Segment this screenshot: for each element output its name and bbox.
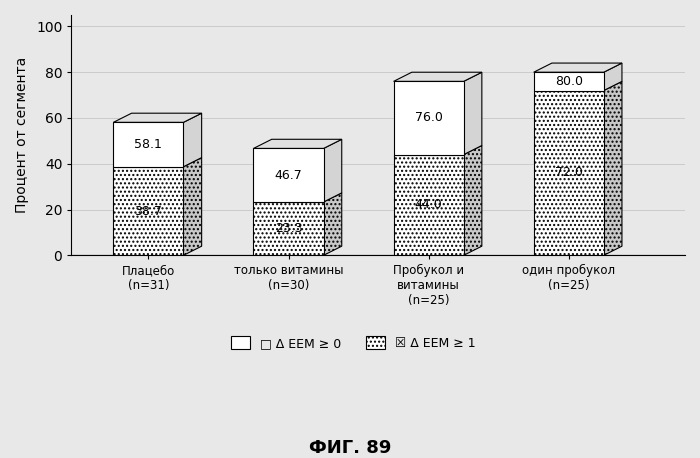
Polygon shape <box>463 72 482 155</box>
Polygon shape <box>113 167 183 255</box>
Polygon shape <box>533 91 603 255</box>
Polygon shape <box>533 63 622 72</box>
Polygon shape <box>393 155 463 255</box>
Text: 76.0: 76.0 <box>414 111 442 125</box>
Text: 44.0: 44.0 <box>414 198 442 212</box>
Text: 72.0: 72.0 <box>555 166 582 180</box>
Text: 80.0: 80.0 <box>554 75 582 88</box>
Polygon shape <box>113 113 202 122</box>
Polygon shape <box>533 72 603 91</box>
Text: 46.7: 46.7 <box>274 169 302 182</box>
Polygon shape <box>393 72 482 82</box>
Text: ФИГ. 89: ФИГ. 89 <box>309 439 391 458</box>
Text: 38.7: 38.7 <box>134 205 162 218</box>
Polygon shape <box>183 113 202 167</box>
Text: 23.3: 23.3 <box>274 222 302 235</box>
Y-axis label: Процент от сегмента: Процент от сегмента <box>15 57 29 213</box>
Polygon shape <box>113 122 183 167</box>
Polygon shape <box>253 202 323 255</box>
Legend: □ Δ EEM ≥ 0, ☒ Δ EEM ≥ 1: □ Δ EEM ≥ 0, ☒ Δ EEM ≥ 1 <box>232 336 476 350</box>
Polygon shape <box>183 158 202 255</box>
Polygon shape <box>253 139 342 148</box>
Polygon shape <box>463 146 482 255</box>
Polygon shape <box>603 82 622 255</box>
Polygon shape <box>323 139 342 202</box>
Polygon shape <box>253 148 323 202</box>
Polygon shape <box>323 193 342 255</box>
Polygon shape <box>603 63 622 91</box>
Text: 58.1: 58.1 <box>134 138 162 151</box>
Polygon shape <box>393 82 463 155</box>
